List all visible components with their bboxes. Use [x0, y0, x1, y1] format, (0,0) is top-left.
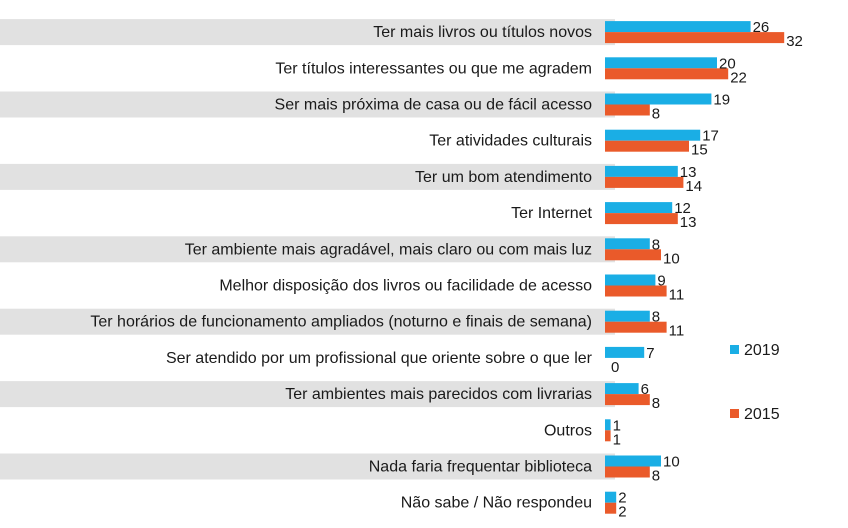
value-label-2015: 2: [618, 504, 626, 521]
bar-2015: [605, 502, 617, 514]
bar-2019: [605, 274, 656, 286]
bar-2015: [605, 176, 684, 188]
value-label-2015: 15: [691, 142, 708, 159]
category-label: Ter títulos interessantes ou que me agra…: [275, 60, 592, 77]
bar-2015: [605, 68, 729, 80]
legend-label-2015: 2015: [744, 406, 780, 423]
value-label-2015: 11: [669, 323, 685, 340]
category-label: Ter mais livros ou títulos novos: [373, 24, 592, 41]
category-label: Ter um bom atendimento: [415, 169, 592, 186]
bar-2015: [605, 104, 650, 116]
row-band: [0, 308, 615, 335]
value-label-2015: 8: [652, 106, 660, 123]
bar-2015: [605, 285, 667, 297]
bar-2019: [605, 310, 650, 322]
value-label-2015: 32: [786, 33, 803, 50]
legend-swatch-2019: [730, 345, 739, 354]
row-band: [0, 236, 615, 263]
value-label-2019: 10: [663, 454, 680, 471]
category-label: Ter horários de funcionamento ampliados …: [90, 314, 592, 331]
value-label-2015: 1: [613, 431, 621, 448]
category-label: Nada faria frequentar biblioteca: [369, 459, 592, 476]
value-label-2015: 8: [652, 468, 660, 485]
category-label: Ter atividades culturais: [429, 133, 592, 150]
value-labels: 2632202219817151314121381091181170681110…: [611, 19, 803, 521]
value-label-2019: 19: [713, 92, 730, 109]
row-band: [0, 91, 615, 118]
value-label-2015: 8: [652, 395, 660, 412]
value-label-2019: 6: [641, 381, 649, 398]
value-label-2019: 17: [702, 128, 719, 145]
value-label-2019: 8: [652, 236, 660, 253]
bar-2019: [605, 455, 661, 467]
bar-2015: [605, 430, 611, 442]
bar-2015: [605, 213, 678, 225]
row-band: [0, 381, 615, 408]
value-label-2015: 11: [669, 287, 685, 304]
value-label-2015: 13: [680, 214, 697, 231]
legend-label-2019: 2019: [744, 342, 780, 359]
category-labels: Ter mais livros ou títulos novos Ter títu…: [90, 24, 592, 512]
value-label-2015: 22: [730, 69, 747, 86]
value-label-2019: 26: [753, 19, 770, 36]
value-label-2019: 8: [652, 309, 660, 326]
category-label: Outros: [544, 422, 592, 439]
bar-2015: [605, 321, 667, 333]
value-label-2019: 12: [674, 200, 691, 217]
value-label-2019: 7: [646, 345, 654, 362]
bar-2019: [605, 346, 645, 358]
bar-2015: [605, 140, 689, 152]
bar-2019: [605, 21, 751, 33]
bar-2015: [605, 466, 650, 478]
category-label: Melhor disposição dos livros ou facilida…: [219, 278, 592, 295]
bars: [605, 21, 785, 514]
row-band: [0, 19, 615, 46]
category-label: Ter ambientes mais parecidos com livrari…: [285, 386, 592, 403]
value-label-2019: 1: [613, 417, 621, 434]
category-label: Ser atendido por um profissional que ori…: [166, 350, 593, 367]
bar-2015: [605, 394, 650, 406]
legend-swatch-2015: [730, 409, 739, 418]
value-label-2019: 13: [680, 164, 697, 181]
bar-2019: [605, 93, 712, 105]
bar-2019: [605, 419, 611, 431]
bar-2019: [605, 238, 650, 250]
value-label-2015: 10: [663, 250, 680, 267]
value-label-2019: 20: [719, 55, 736, 72]
category-label: Ter Internet: [511, 205, 592, 222]
bar-2019: [605, 165, 678, 177]
bar-2019: [605, 383, 639, 395]
bar-2019: [605, 129, 701, 141]
value-label-2019: 2: [618, 490, 626, 507]
row-band: [0, 163, 615, 190]
value-label-2015: 14: [685, 178, 702, 195]
bar-2019: [605, 57, 717, 69]
bar-2015: [605, 249, 661, 261]
category-label: Ser mais próxima de casa ou de fácil ace…: [275, 97, 593, 114]
row-band: [0, 453, 615, 480]
category-label: Não sabe / Não respondeu: [401, 495, 592, 512]
bar-2015: [605, 32, 785, 44]
value-label-2015: 0: [611, 359, 619, 376]
legend: 2019 2015: [730, 342, 780, 423]
bar-2019: [605, 491, 617, 503]
row-bands: [0, 19, 615, 480]
bar-2019: [605, 202, 673, 214]
category-label: Ter ambiente mais agradável, mais claro …: [185, 241, 592, 258]
value-label-2019: 9: [657, 273, 665, 290]
